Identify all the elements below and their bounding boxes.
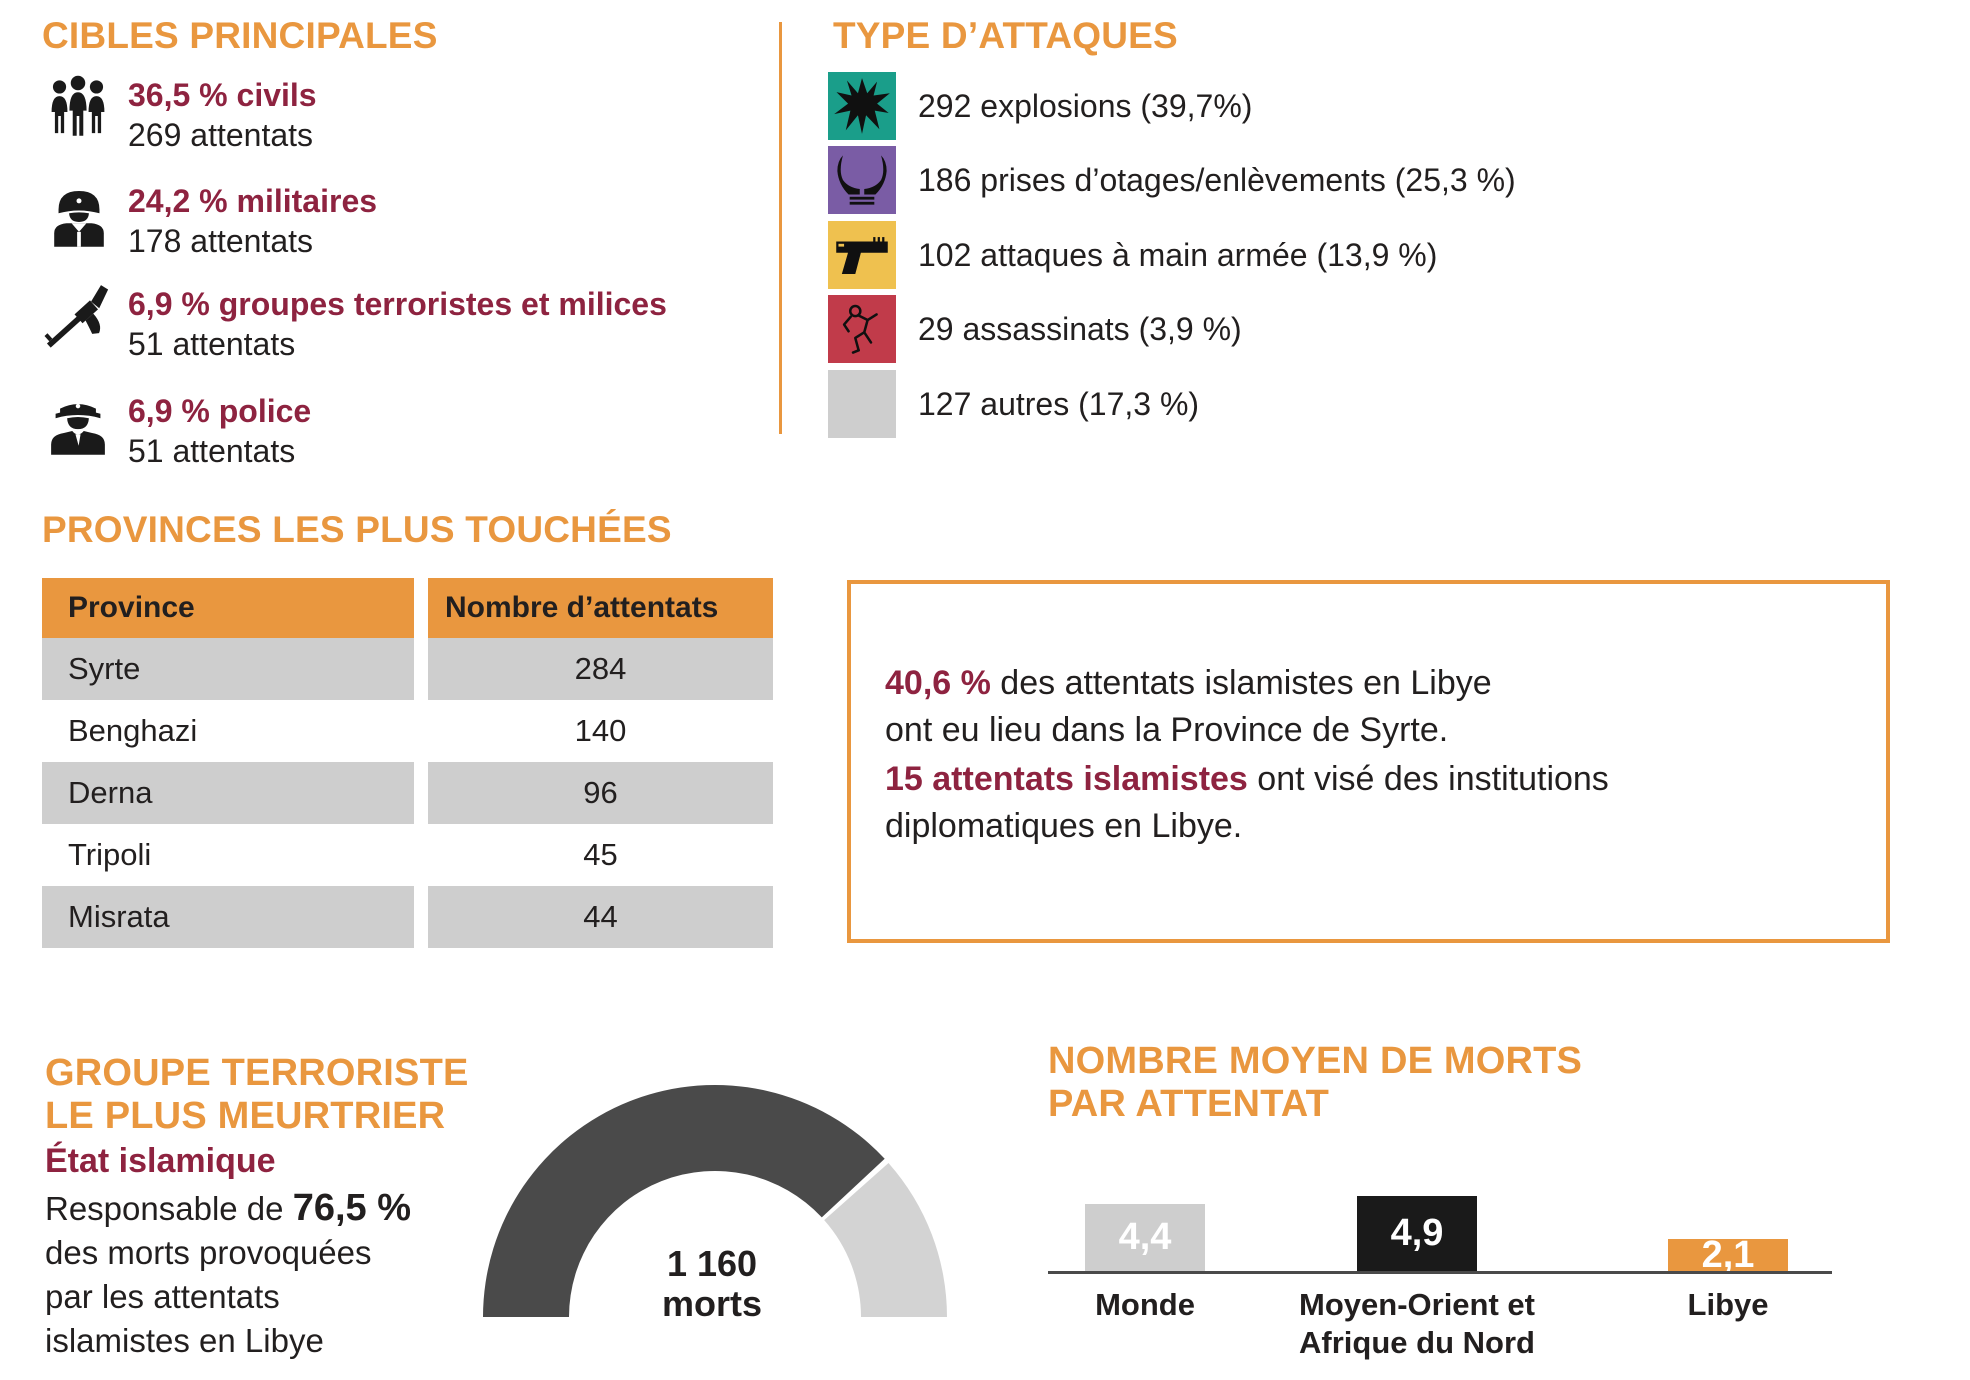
bar-category-monde: Monde: [1095, 1287, 1195, 1322]
callout-box: 40,6 % des attentats islamistes en Libye…: [847, 580, 1890, 943]
attack-type-row: 292 explosions (39,7%): [828, 72, 1252, 140]
cibles-item-pct: 6,9 % police: [128, 393, 312, 429]
cibles-item-pct: 24,2 % militaires: [128, 183, 378, 219]
table-row: Misrata: [42, 886, 414, 948]
province-table-col-counts: Nombre d’attentats 284 140 96 45 44: [428, 578, 773, 948]
cibles-item-count: 269 attentats: [128, 117, 314, 153]
soldier-icon: [48, 176, 110, 258]
body-outline-icon: [828, 295, 896, 363]
bar-moyen-orient: 4,9: [1357, 1196, 1477, 1271]
cibles-item-count: 178 attentats: [128, 223, 314, 259]
callout-highlight: 40,6 %: [885, 664, 991, 702]
bar-category-moyen-orient: Moyen-Orient et Afrique du Nord: [1299, 1287, 1535, 1360]
handgun-icon: [828, 221, 896, 289]
groupe-name: État islamique: [45, 1142, 276, 1180]
groupe-percent: 76,5 %: [292, 1187, 411, 1229]
section-divider: [779, 22, 782, 434]
barchart-title: NOMBRE MOYEN DE MORTS PAR ATTENTAT: [1048, 1040, 1583, 1125]
table-row: Derna: [42, 762, 414, 824]
explosion-icon: [828, 72, 896, 140]
table-cell-count: 140: [428, 700, 773, 762]
rifle-icon: [40, 278, 120, 358]
attaques-title: TYPE D’ATTAQUES: [833, 15, 1178, 56]
callout-paragraph-syrte: 40,6 % des attentats islamistes en Libye…: [885, 664, 1492, 749]
provinces-title: PROVINCES LES PLUS TOUCHÉES: [42, 509, 672, 550]
barchart-axis: [1048, 1271, 1832, 1274]
table-row: Syrte: [42, 638, 414, 700]
attack-type-row: 29 assassinats (3,9 %): [828, 295, 1242, 363]
province-table-col-names: Province Syrte Benghazi Derna Tripoli Mi…: [42, 578, 414, 948]
table-header-count: Nombre d’attentats: [428, 578, 773, 638]
table-cell-count: 45: [428, 824, 773, 886]
cibles-item-pct: 36,5 % civils: [128, 77, 317, 113]
table-cell-count: 284: [428, 638, 773, 700]
gauge-rest-arc: [824, 1163, 947, 1317]
table-cell-count: 44: [428, 886, 773, 948]
attack-type-row: 186 prises d’otages/enlèvements (25,3 %): [828, 146, 1516, 214]
cibles-item-count: 51 attentats: [128, 326, 296, 362]
attack-type-row: 127 autres (17,3 %): [828, 370, 1199, 438]
bound-hands-icon: [828, 146, 896, 214]
attack-type-label: 127 autres (17,3 %): [918, 385, 1200, 422]
attack-type-label: 102 attaques à main armée (13,9 %): [918, 236, 1438, 273]
attack-type-label: 186 prises d’otages/enlèvements (25,3 %): [918, 161, 1516, 198]
bar-value-label: 2,1: [1701, 1233, 1755, 1276]
bar-category-libye: Libye: [1687, 1287, 1769, 1322]
groupe-title: GROUPE TERRORISTE LE PLUS MEURTRIER: [45, 1052, 469, 1137]
other-attacks-swatch: [828, 370, 896, 438]
cibles-item-count: 51 attentats: [128, 433, 296, 469]
police-icon: [46, 384, 110, 464]
table-cell-count: 96: [428, 762, 773, 824]
bar-value-label: 4,9: [1390, 1212, 1444, 1254]
table-row: Benghazi: [42, 700, 414, 762]
table-header-province: Province: [42, 578, 414, 638]
civilians-icon: [45, 70, 111, 154]
gauge-center-label: 1 160 morts: [661, 1243, 763, 1324]
gauge-filled-arc: [483, 1084, 885, 1317]
attack-type-label: 29 assassinats (3,9 %): [918, 310, 1242, 347]
attack-type-label: 292 explosions (39,7%): [918, 87, 1253, 124]
table-row: Tripoli: [42, 824, 414, 886]
bar-libye: 2,1: [1668, 1234, 1788, 1276]
callout-highlight: 15 attentats islamistes: [885, 760, 1248, 798]
bar-monde: 4,4: [1085, 1204, 1205, 1271]
cibles-item-pct: 6,9 % groupes terroristes et milices: [128, 286, 667, 322]
cibles-title: CIBLES PRINCIPALES: [42, 15, 438, 56]
bar-value-label: 4,4: [1118, 1216, 1172, 1258]
deaths-gauge: [478, 1074, 956, 1322]
callout-paragraph-diplomatique: 15 attentats islamistes ont visé des ins…: [885, 760, 1609, 845]
attack-type-row: 102 attaques à main armée (13,9 %): [828, 221, 1437, 289]
groupe-description: Responsable de 76,5 % des morts provoqué…: [45, 1187, 411, 1359]
